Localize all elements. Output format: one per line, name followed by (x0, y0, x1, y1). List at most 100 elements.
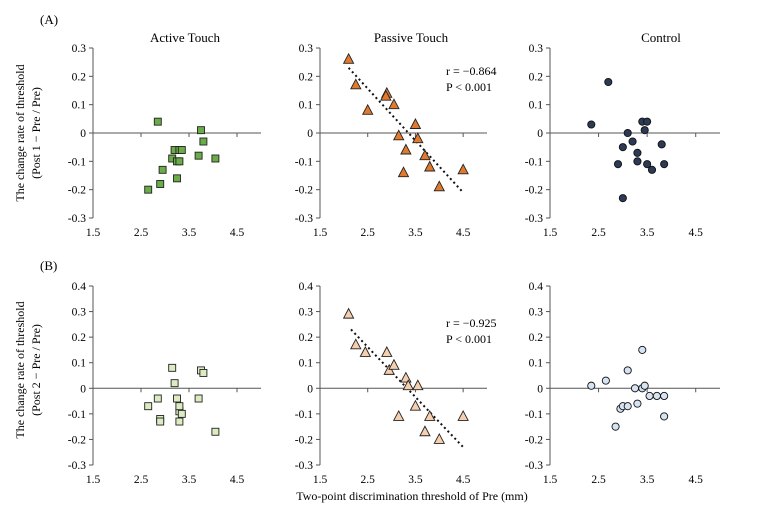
y-tick-label: 0.4 (299, 281, 314, 293)
y-tick-label: 0 (537, 128, 543, 140)
data-point-square (175, 417, 184, 426)
column-title-active-touch: Active Touch (150, 30, 220, 45)
data-point-square (158, 165, 167, 174)
data-point-circle (587, 381, 596, 390)
data-point-triangle (350, 338, 362, 350)
data-point-triangle (457, 409, 469, 421)
y-tick-label: 0.2 (72, 332, 87, 344)
data-point-circle (633, 399, 642, 408)
data-point-circle (645, 391, 654, 401)
data-point-square (177, 409, 186, 418)
data-point-square (144, 185, 153, 194)
data-point-circle (643, 117, 652, 126)
panel-b-active-touch: -0.3 -0.2 -0.1 0 0.1 0.2 0.3 0.4 1.5 2.5 3.5 4.5 (68, 281, 261, 486)
panel-a-control: -0.3 -0.2 -0.1 0 0.1 0.2 0.3 1.5 2.5 3.5 4.5 (525, 43, 720, 239)
y-tick-label: 0.1 (529, 100, 544, 112)
panel-b-passive-touch: -0.3 -0.2 -0.1 0 0.1 0.2 0.3 0.4 1.5 2.5 3.5 4.5 (295, 281, 487, 486)
data-point-triangle (423, 409, 436, 421)
y-tick-label: 0 (80, 128, 86, 140)
data-point-triangle (423, 160, 436, 172)
y-tick-label: 0.2 (299, 332, 314, 344)
data-point-square (153, 394, 162, 403)
y-tick-label: 0.3 (299, 43, 314, 55)
x-tick-label: 4.5 (689, 227, 704, 239)
row-b-r-annotation: r = −0.925 (446, 316, 497, 330)
row-a-r-annotation: r = −0.864 (446, 64, 497, 78)
column-title-control: Control (641, 30, 681, 45)
y-tick-label: 0 (80, 383, 86, 395)
data-point-triangle (412, 379, 424, 391)
data-point-triangle (350, 78, 362, 90)
y-tick-label: -0.3 (295, 213, 313, 225)
y-tick-label: 0 (307, 383, 313, 395)
x-tick-label: 2.5 (591, 227, 606, 239)
data-point-square (173, 394, 181, 403)
row-a-ylabel-line1: The change rate of threshold (13, 64, 27, 201)
data-point-circle (618, 143, 627, 152)
data-point-triangle (412, 132, 424, 144)
data-point-square (170, 379, 179, 388)
y-tick-label: 0.2 (299, 71, 314, 83)
data-point-circle (630, 384, 640, 393)
data-point-triangle (400, 371, 412, 383)
y-tick-label: -0.3 (525, 213, 543, 225)
y-tick-label: -0.1 (525, 156, 543, 168)
data-point-triangle (409, 399, 422, 411)
data-point-circle (633, 157, 642, 166)
data-point-circle (660, 412, 669, 421)
data-point-triangle (392, 129, 405, 141)
y-tick-label: -0.3 (68, 213, 86, 225)
trend-line (347, 67, 464, 194)
data-point-triangle (409, 118, 422, 129)
data-point-circle (643, 160, 652, 169)
data-point-circle (623, 402, 632, 411)
column-title-passive-touch: Passive Touch (374, 30, 449, 45)
data-point-circle (647, 165, 657, 174)
y-tick-label: -0.2 (525, 434, 543, 446)
x-tick-label: 2.5 (591, 474, 606, 486)
row-b-p-annotation: P < 0.001 (446, 332, 492, 346)
data-point-square (168, 363, 177, 372)
y-tick-label: 0.4 (72, 281, 87, 293)
x-tick-label: 4.5 (456, 474, 471, 486)
data-point-circle (623, 366, 632, 375)
y-tick-label: 0.4 (529, 281, 544, 293)
data-point-circle (660, 160, 669, 169)
y-tick-label: -0.1 (68, 409, 86, 421)
data-point-circle (601, 376, 610, 385)
row-a-ylabel-line2: (Post 1 − Pre / Pre) (29, 87, 43, 179)
y-tick-label: 0.1 (72, 358, 87, 370)
data-point-circle (657, 140, 666, 149)
data-point-circle (640, 381, 649, 390)
row-b-label: (B) (40, 258, 57, 273)
x-tick-label: 2.5 (134, 474, 149, 486)
x-tick-label: 1.5 (313, 474, 328, 486)
y-tick-label: 0.2 (529, 332, 544, 344)
data-point-triangle (342, 307, 355, 319)
data-point-triangle (419, 149, 431, 161)
y-tick-label: 0.3 (529, 43, 544, 55)
y-tick-label: 0.1 (299, 100, 314, 112)
y-tick-label: -0.3 (295, 460, 313, 472)
y-tick-label: 0.2 (529, 71, 544, 83)
y-tick-label: 0 (537, 383, 543, 395)
x-tick-label: 3.5 (182, 474, 197, 486)
data-point-circle (660, 391, 669, 401)
x-tick-label: 2.5 (361, 227, 376, 239)
x-tick-label: 3.5 (182, 227, 197, 239)
y-tick-label: -0.2 (68, 185, 86, 197)
y-tick-label: -0.2 (295, 185, 313, 197)
data-point-square (156, 180, 165, 188)
panel-a-active-touch: -0.3 -0.2 -0.1 0 0.1 0.2 0.3 1.5 2.5 3.5 4.5 (68, 43, 261, 239)
x-tick-label: 4.5 (456, 227, 471, 239)
data-point-circle (633, 148, 642, 157)
y-tick-label: 0.3 (299, 307, 314, 319)
x-tick-label: 3.5 (640, 474, 655, 486)
y-tick-label: -0.3 (525, 460, 543, 472)
y-tick-label: -0.3 (68, 460, 86, 472)
x-tick-label: 3.5 (640, 227, 655, 239)
x-tick-label: 4.5 (230, 474, 245, 486)
data-point-square (175, 402, 184, 411)
y-tick-label: -0.1 (525, 409, 543, 421)
